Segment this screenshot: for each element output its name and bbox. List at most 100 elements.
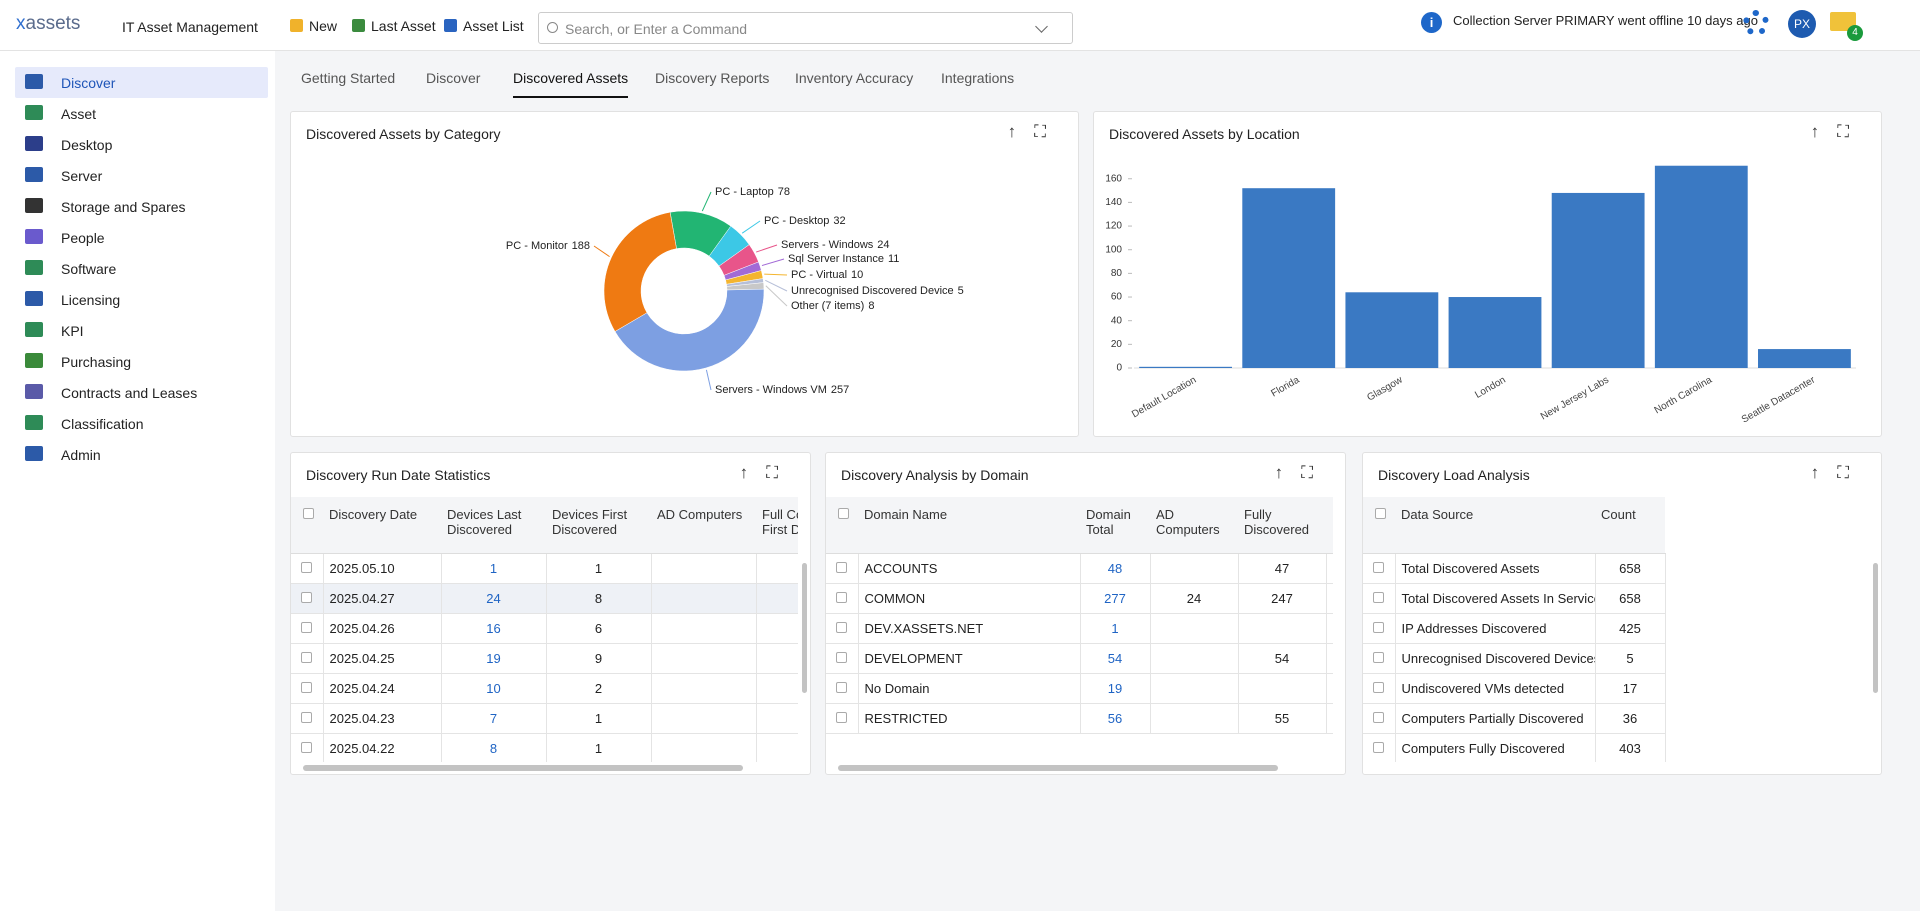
tab[interactable]: Discover [426,70,480,96]
table-cell: 1 [546,553,651,583]
bar[interactable] [1552,193,1645,368]
panel-icons[interactable]: ↑⛶ [740,463,796,483]
checkbox[interactable] [1373,592,1384,603]
checkbox[interactable] [1373,682,1384,693]
checkbox[interactable] [1373,652,1384,663]
column-header[interactable]: AD Computers [1150,497,1238,553]
column-header[interactable]: Discovery Date [323,497,441,553]
column-header[interactable]: Dis Fail [1326,497,1333,553]
asset-list-button[interactable]: Asset List [444,18,524,34]
table-cell [756,733,798,762]
settings-icon[interactable] [1743,10,1769,36]
column-header[interactable]: Data Source [1395,497,1595,553]
table-cell[interactable]: 8 [441,733,546,762]
sidebar-item[interactable]: Server [15,160,268,191]
table-cell[interactable]: 16 [441,613,546,643]
bar[interactable] [1139,367,1232,368]
panel-icons[interactable]: ↑⛶ [1811,463,1867,483]
cell-text: 1 [595,561,602,576]
table-cell[interactable]: 56 [1080,703,1150,733]
tab[interactable]: Getting Started [301,70,395,96]
sidebar-item[interactable]: Licensing [15,284,268,315]
column-header[interactable]: Devices First Discovered [546,497,651,553]
table-cell[interactable]: 19 [441,643,546,673]
bar[interactable] [1242,188,1335,368]
checkbox[interactable] [836,682,847,693]
search-box[interactable]: Search, or Enter a Command [538,12,1073,44]
sidebar-item[interactable]: Classification [15,408,268,439]
logo[interactable]: xassets [16,13,80,35]
scrollbar[interactable] [303,765,743,771]
column-header[interactable]: Domain Total [1080,497,1150,553]
panel-icons[interactable]: ↑⛶ [1275,463,1331,483]
checkbox[interactable] [836,562,847,573]
table-cell: DEV.XASSETS.NET [858,613,1080,643]
sidebar-item[interactable]: KPI [15,315,268,346]
sidebar-item[interactable]: Purchasing [15,346,268,377]
table-cell[interactable]: 1 [441,553,546,583]
column-header[interactable]: AD Computers [651,497,756,553]
checkbox[interactable] [301,682,312,693]
bar[interactable] [1758,349,1851,368]
checkbox[interactable] [838,508,849,519]
tab[interactable]: Discovery Reports [655,70,769,96]
table-cell [1150,673,1238,703]
column-header[interactable]: Devices Last Discovered [441,497,546,553]
sidebar-item[interactable]: Storage and Spares [15,191,268,222]
tab[interactable]: Integrations [941,70,1014,96]
checkbox[interactable] [303,508,314,519]
sidebar-item[interactable]: Asset [15,98,268,129]
table-cell[interactable]: 10 [441,673,546,703]
checkbox[interactable] [836,622,847,633]
table-cell[interactable]: 7 [441,703,546,733]
table-row: Computers Partially Discovered36 [1363,703,1665,733]
panel-icons[interactable]: ↑⛶ [1811,122,1867,142]
bar[interactable] [1449,297,1542,368]
icon [25,322,43,337]
scrollbar[interactable] [1873,563,1878,693]
sidebar-item[interactable]: Admin [15,439,268,470]
table-cell[interactable]: 24 [441,583,546,613]
bar[interactable] [1655,166,1748,368]
checkbox[interactable] [301,652,312,663]
table-cell[interactable]: 19 [1080,673,1150,703]
tab[interactable]: Inventory Accuracy [795,70,913,96]
sidebar-item[interactable]: Desktop [15,129,268,160]
checkbox[interactable] [1373,742,1384,753]
checkbox[interactable] [1373,622,1384,633]
checkbox[interactable] [1373,712,1384,723]
checkbox[interactable] [1375,508,1386,519]
checkbox[interactable] [301,592,312,603]
checkbox[interactable] [301,622,312,633]
panel-icons[interactable]: ↑⛶ [1008,122,1064,142]
checkbox[interactable] [836,712,847,723]
notification[interactable]: Collection Server PRIMARY went offline 1… [1453,13,1758,28]
sidebar-item[interactable]: Discover [15,67,268,98]
checkbox[interactable] [1373,562,1384,573]
tab[interactable]: Discovered Assets [513,70,628,98]
table-cell[interactable]: 277 [1080,583,1150,613]
checkbox[interactable] [301,742,312,753]
checkbox[interactable] [836,592,847,603]
column-header[interactable]: Domain Name [858,497,1080,553]
sidebar-item[interactable]: Software [15,253,268,284]
scrollbar[interactable] [802,563,807,693]
bar[interactable] [1345,292,1438,368]
last-asset-button[interactable]: Last Asset [352,18,436,34]
table-cell[interactable]: 54 [1080,643,1150,673]
new-button[interactable]: New [290,18,337,34]
avatar[interactable]: PX [1788,10,1816,38]
data-table: Domain NameDomain TotalAD ComputersFully… [826,497,1333,734]
checkbox[interactable] [301,712,312,723]
table-cell[interactable]: 48 [1080,553,1150,583]
column-header[interactable]: Full Comp First Disc [756,497,798,553]
column-header[interactable]: Count [1595,497,1665,553]
checkbox[interactable] [301,562,312,573]
y-tick-label: 40 [1111,315,1123,326]
sidebar-item[interactable]: People [15,222,268,253]
sidebar-item[interactable]: Contracts and Leases [15,377,268,408]
table-cell[interactable]: 1 [1080,613,1150,643]
column-header[interactable]: Fully Discovered [1238,497,1326,553]
checkbox[interactable] [836,652,847,663]
scrollbar[interactable] [838,765,1278,771]
